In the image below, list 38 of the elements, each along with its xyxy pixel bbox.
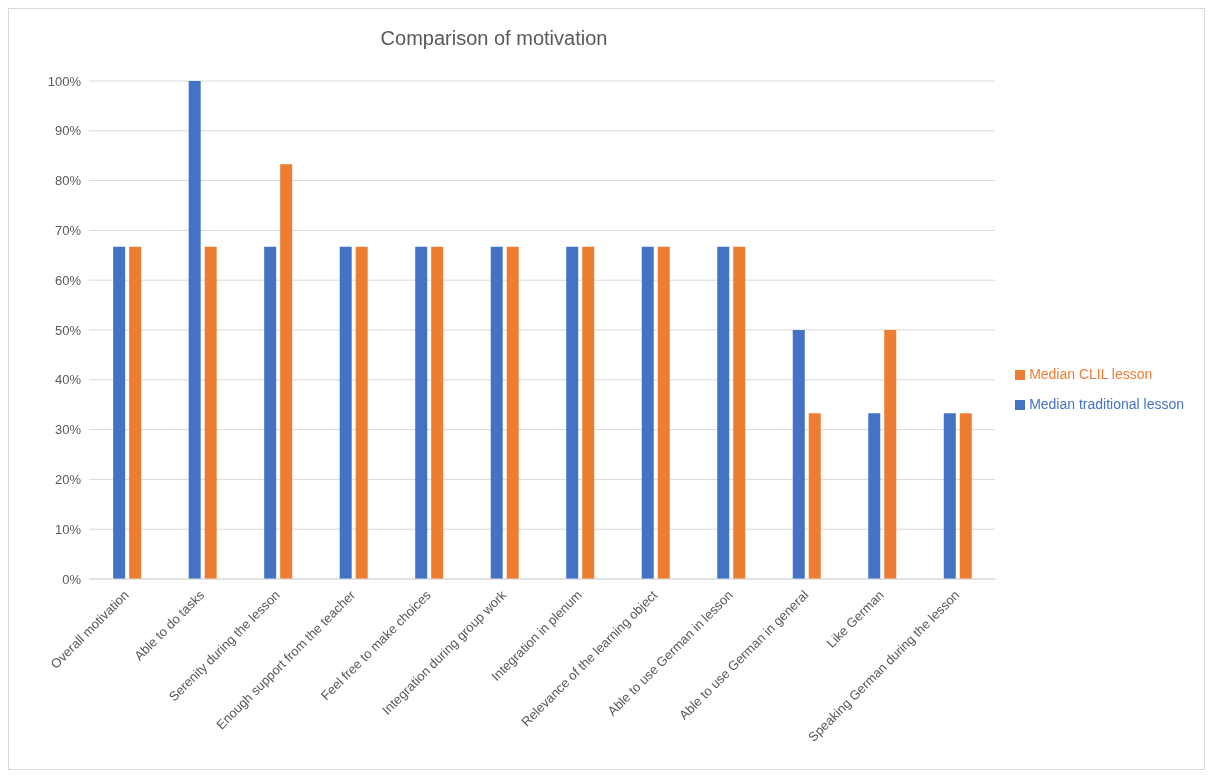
bar [339,246,352,579]
bar [733,246,746,579]
bar [113,246,126,579]
bar [943,413,956,579]
chart-title: Comparison of motivation [379,27,609,50]
bar [188,81,201,579]
bar [490,246,503,579]
bar [582,246,595,579]
bar [792,330,805,579]
y-tick-label: 0% [62,571,82,587]
y-tick-label: 30% [54,422,82,438]
bar [808,413,821,579]
y-tick-label: 90% [54,123,82,139]
y-tick-label: 50% [54,322,82,338]
bar [868,413,881,579]
legend-label: Median traditional lesson [1029,396,1184,412]
bar [264,246,277,579]
legend-label: Median CLIL lesson [1029,366,1153,382]
bar [415,246,428,579]
bar [431,246,444,579]
bar [566,246,579,579]
bar [355,246,368,579]
y-tick-label: 100% [47,73,82,89]
bar [641,246,654,579]
bar [657,246,670,579]
bar [959,413,972,579]
bar [280,164,293,579]
y-tick-label: 20% [54,472,82,488]
y-tick-label: 40% [54,372,82,388]
bar [506,246,519,579]
y-tick-label: 10% [54,521,82,537]
bar [204,246,217,579]
y-tick-label: 70% [54,223,82,239]
y-tick-label: 60% [54,272,82,288]
bar [884,330,897,579]
y-tick-label: 80% [54,173,82,189]
bar [129,246,142,579]
bar [717,246,730,579]
